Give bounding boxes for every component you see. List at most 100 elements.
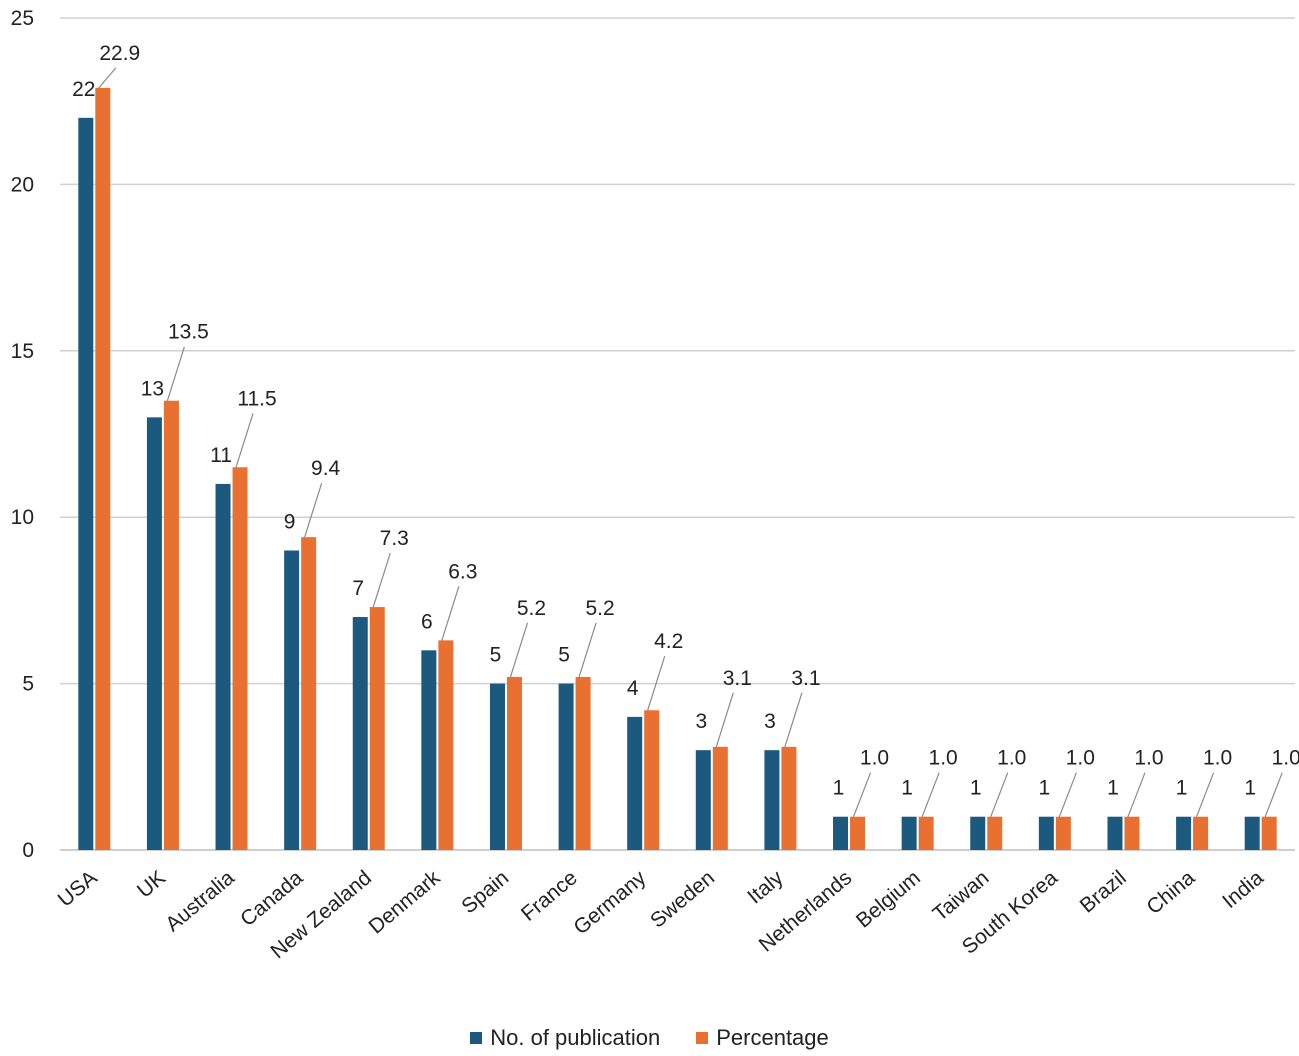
bar-publications-canada [284, 550, 300, 850]
bar-publications-germany [627, 716, 643, 850]
legend-item-percentage: Percentage [696, 1025, 829, 1051]
bar-publications-sweden [695, 750, 711, 850]
bar-publications-new-zealand [352, 617, 368, 850]
bar-percentage-denmark [438, 640, 454, 850]
bar-publications-denmark [421, 650, 437, 850]
bar-percentage-sweden [712, 746, 728, 850]
data-label-percentage: 9.4 [311, 457, 341, 480]
bar-publications-usa [78, 117, 94, 851]
label-leader-line [304, 482, 323, 538]
x-tick-label: Sweden [646, 866, 719, 932]
data-label-publications: 1 [833, 777, 845, 800]
bar-publications-spain [489, 683, 505, 850]
x-tick-label: Denmark [365, 866, 445, 939]
legend: No. of publication Percentage [0, 1023, 1299, 1053]
data-label-percentage: 13.5 [168, 321, 209, 344]
label-leader-line [166, 346, 185, 401]
label-leader-line [372, 552, 391, 608]
bar-publications-china [1176, 816, 1192, 850]
x-tick-label: UK [133, 866, 170, 902]
data-label-publications: 1 [1176, 777, 1188, 800]
x-tick-label: Italy [743, 866, 788, 909]
bar-percentage-india [1261, 816, 1277, 850]
data-label-publications: 3 [764, 710, 776, 733]
x-tick-label: France [517, 866, 582, 926]
bar-publications-india [1244, 816, 1260, 850]
bar-percentage-brazil [1124, 816, 1140, 850]
label-leader-line [647, 656, 666, 711]
data-label-percentage: 22.9 [99, 42, 140, 65]
bar-percentage-netherlands [850, 816, 866, 850]
data-labels: 2222.91313.51111.599.477.366.355.255.244… [72, 42, 1299, 800]
x-tick-label: India [1218, 866, 1268, 913]
data-label-percentage: 5.2 [517, 597, 546, 620]
bar-publications-south-korea [1038, 816, 1054, 850]
label-leader-line [921, 772, 940, 817]
data-label-publications: 1 [901, 777, 913, 800]
bar-publications-uk [146, 417, 162, 850]
data-label-publications: 5 [490, 644, 502, 667]
y-tick-label: 10 [11, 506, 34, 529]
y-tick-label: 15 [11, 340, 34, 363]
y-tick-label: 25 [11, 7, 34, 30]
x-tick-label: Australia [161, 866, 239, 936]
bar-percentage-france [575, 676, 591, 850]
label-leader-line [578, 622, 597, 678]
label-leader-line [441, 586, 460, 641]
data-label-percentage: 6.3 [448, 560, 477, 583]
bars [78, 87, 1277, 851]
data-label-publications: 3 [695, 710, 707, 733]
gridlines [60, 17, 1295, 851]
data-label-publications: 7 [352, 577, 364, 600]
data-label-percentage: 1.0 [1134, 747, 1163, 770]
label-leader-line [852, 772, 872, 817]
label-leaders [98, 67, 1283, 817]
data-label-percentage: 5.2 [585, 597, 614, 620]
data-label-percentage: 3.1 [723, 667, 752, 690]
x-tick-label: Germany [569, 866, 650, 939]
data-label-publications: 1 [1039, 777, 1051, 800]
bar-percentage-italy [781, 746, 797, 850]
x-tick-label: Spain [457, 866, 513, 918]
data-label-percentage: 1.0 [860, 747, 889, 770]
bar-publications-taiwan [970, 816, 986, 850]
data-label-percentage: 3.1 [791, 667, 820, 690]
data-label-percentage: 7.3 [380, 527, 409, 550]
legend-swatch-percentage [696, 1032, 709, 1044]
bar-publications-brazil [1107, 816, 1123, 850]
label-leader-line [235, 413, 254, 468]
data-label-publications: 6 [421, 610, 433, 633]
x-tick-label: Belgium [852, 866, 925, 932]
label-leader-line [1058, 772, 1077, 817]
bar-percentage-new-zealand [369, 607, 385, 850]
data-label-publications: 1 [1244, 777, 1256, 800]
label-leader-line [98, 67, 117, 89]
y-tick-label: 5 [22, 673, 34, 696]
data-label-percentage: 4.2 [654, 630, 683, 653]
bar-publications-france [558, 683, 574, 850]
bar-percentage-usa [95, 87, 111, 850]
bar-percentage-germany [644, 710, 660, 850]
legend-label-percentage: Percentage [716, 1025, 829, 1050]
bar-percentage-uk [163, 400, 179, 850]
bar-publications-italy [764, 750, 780, 850]
x-tick-label: USA [54, 866, 102, 911]
x-tick-label: Brazil [1076, 866, 1131, 917]
label-leader-line [1196, 772, 1215, 817]
bar-percentage-china [1193, 816, 1209, 850]
data-label-percentage: 11.5 [237, 387, 276, 410]
data-label-percentage: 1.0 [1203, 747, 1232, 770]
label-leader-line [990, 772, 1009, 817]
label-leader-line [715, 692, 734, 748]
label-leader-line [1127, 772, 1146, 817]
data-label-publications: 13 [141, 377, 164, 400]
label-leader-line [509, 622, 529, 678]
legend-label-publications: No. of publication [490, 1025, 661, 1050]
bar-percentage-taiwan [987, 816, 1003, 850]
bar-percentage-canada [301, 537, 317, 850]
y-tick-label: 0 [22, 839, 34, 862]
bar-publications-netherlands [833, 816, 849, 850]
bar-percentage-south-korea [1055, 816, 1071, 850]
